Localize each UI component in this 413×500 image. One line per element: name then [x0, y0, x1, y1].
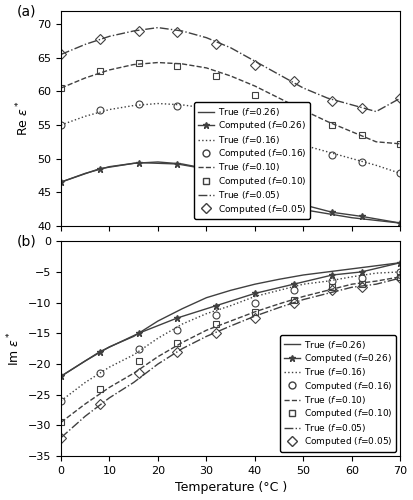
X-axis label: Temperature (°C ): Temperature (°C ): [175, 482, 287, 494]
Y-axis label: Im $\epsilon^*$: Im $\epsilon^*$: [5, 332, 22, 366]
Text: (a): (a): [17, 4, 36, 18]
Legend: True ($f$=0.26), Computed ($f$=0.26), True ($f$=0.16), Computed ($f$=0.16), True: True ($f$=0.26), Computed ($f$=0.26), Tr…: [195, 102, 310, 219]
Legend: True ($f$=0.26), Computed ($f$=0.26), True ($f$=0.16), Computed ($f$=0.16), True: True ($f$=0.26), Computed ($f$=0.26), Tr…: [280, 335, 396, 452]
Y-axis label: Re $\epsilon^*$: Re $\epsilon^*$: [15, 100, 31, 136]
Text: (b): (b): [17, 234, 37, 248]
